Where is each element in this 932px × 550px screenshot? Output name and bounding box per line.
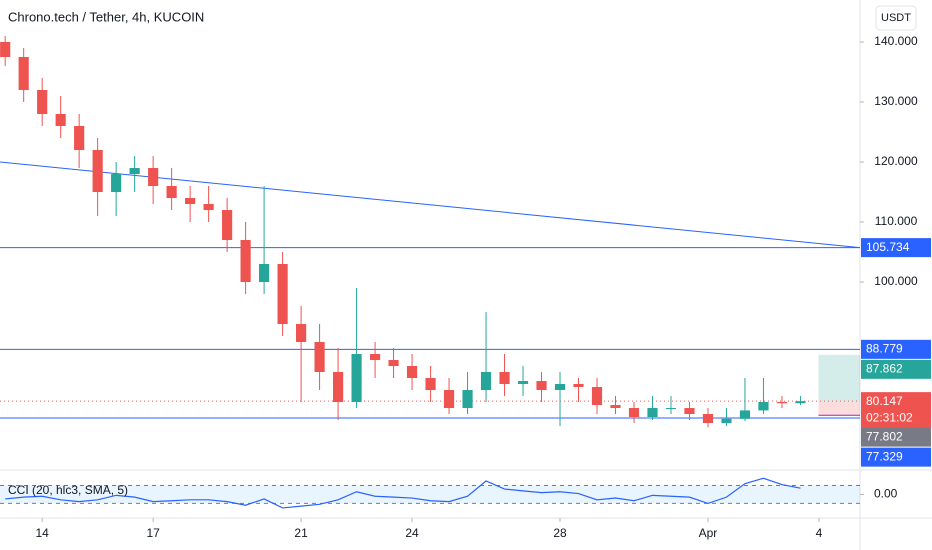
candle-body — [406, 366, 418, 379]
countdown: 02:31:02 — [866, 410, 913, 424]
candle-body — [332, 372, 344, 403]
candle-body — [647, 408, 658, 418]
candle-body — [591, 387, 603, 406]
candle-body — [425, 378, 436, 391]
position-loss — [818, 401, 860, 416]
price-label-bg — [861, 238, 931, 258]
x-tick-label: Apr — [699, 526, 718, 540]
candle-body — [296, 324, 307, 343]
y-tick-label: 110.000 — [875, 214, 918, 228]
y-tick-label: 100.000 — [874, 274, 918, 288]
price-label: 77.329 — [866, 449, 903, 463]
candle-body — [517, 381, 529, 385]
candle-body — [18, 57, 29, 91]
candle-body — [758, 402, 769, 411]
candle-body — [462, 390, 473, 409]
candle-body — [388, 360, 399, 367]
x-tick-label: 28 — [553, 526, 567, 540]
cci-line — [5, 477, 801, 509]
candle-body — [721, 418, 732, 424]
candle-body — [74, 126, 85, 151]
currency-label[interactable]: USDT — [881, 12, 911, 24]
candle-body — [554, 384, 566, 391]
candle-body — [0, 42, 11, 58]
candle-body — [351, 354, 362, 403]
candle-body — [776, 402, 788, 404]
price-label: 88.779 — [866, 342, 903, 356]
price-label: 77.802 — [866, 429, 903, 443]
candle-body — [277, 264, 288, 325]
candle-body — [536, 381, 547, 391]
x-tick-label: 14 — [35, 526, 49, 540]
cci-tick-label: 0.00 — [874, 487, 898, 501]
candle-body — [573, 384, 584, 388]
price-label-bg — [861, 447, 931, 467]
price-label-bg — [861, 339, 931, 359]
candle-body — [166, 186, 177, 199]
y-tick-label: 120.000 — [874, 154, 918, 168]
chart-title: Chrono.tech / Tether, 4h, KUCOIN — [8, 9, 204, 24]
position-profit — [818, 354, 860, 402]
x-tick-label: 21 — [294, 526, 308, 540]
candle-body — [55, 114, 66, 127]
candle-body — [628, 408, 640, 418]
candle-body — [203, 204, 214, 211]
x-tick-label: 4 — [816, 526, 823, 540]
price-label: 87.862 — [866, 362, 903, 376]
y-tick-label: 130.000 — [874, 94, 918, 108]
price-label: 80.147 — [866, 394, 903, 408]
y-tick-label: 140.000 — [874, 34, 918, 48]
candle-body — [702, 414, 714, 424]
candle-body — [610, 405, 621, 409]
candle-body — [499, 372, 510, 385]
candle-body — [222, 210, 233, 241]
candle-body — [314, 342, 325, 373]
candle-body — [369, 354, 381, 361]
candle-body — [795, 401, 806, 404]
cci-band — [0, 485, 860, 504]
trendline — [0, 161, 861, 249]
candle-body — [259, 264, 270, 283]
candle-body — [129, 168, 140, 175]
candle-body — [665, 408, 677, 410]
candle-body — [240, 240, 251, 283]
price-label-bg — [861, 427, 931, 447]
candle-body — [37, 90, 48, 115]
candle-body — [684, 408, 695, 415]
price-label-bg — [861, 392, 931, 429]
candle-body — [480, 372, 492, 391]
currency-button[interactable] — [875, 5, 917, 31]
candle-body — [443, 390, 455, 409]
candle-body — [185, 198, 196, 205]
candle-body — [739, 410, 751, 419]
candle-body — [148, 168, 159, 187]
x-tick-label: 24 — [405, 526, 419, 540]
price-label: 105.734 — [866, 240, 910, 254]
candle-body — [111, 174, 122, 193]
price-label-bg — [861, 359, 931, 379]
x-tick-label: 17 — [146, 526, 160, 540]
candle-body — [92, 150, 103, 193]
cci-label: CCI (20, hlc3, SMA, 5) — [8, 483, 128, 497]
